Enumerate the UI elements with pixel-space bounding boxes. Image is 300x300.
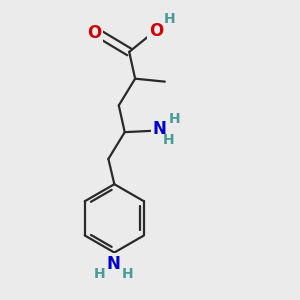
Text: H: H [94,267,105,281]
Text: H: H [162,133,174,147]
Text: H: H [121,267,133,281]
Text: H: H [168,112,180,126]
Text: O: O [149,22,164,40]
Text: N: N [106,255,120,273]
Text: N: N [153,121,167,139]
Text: O: O [87,24,101,42]
Text: H: H [164,12,175,26]
